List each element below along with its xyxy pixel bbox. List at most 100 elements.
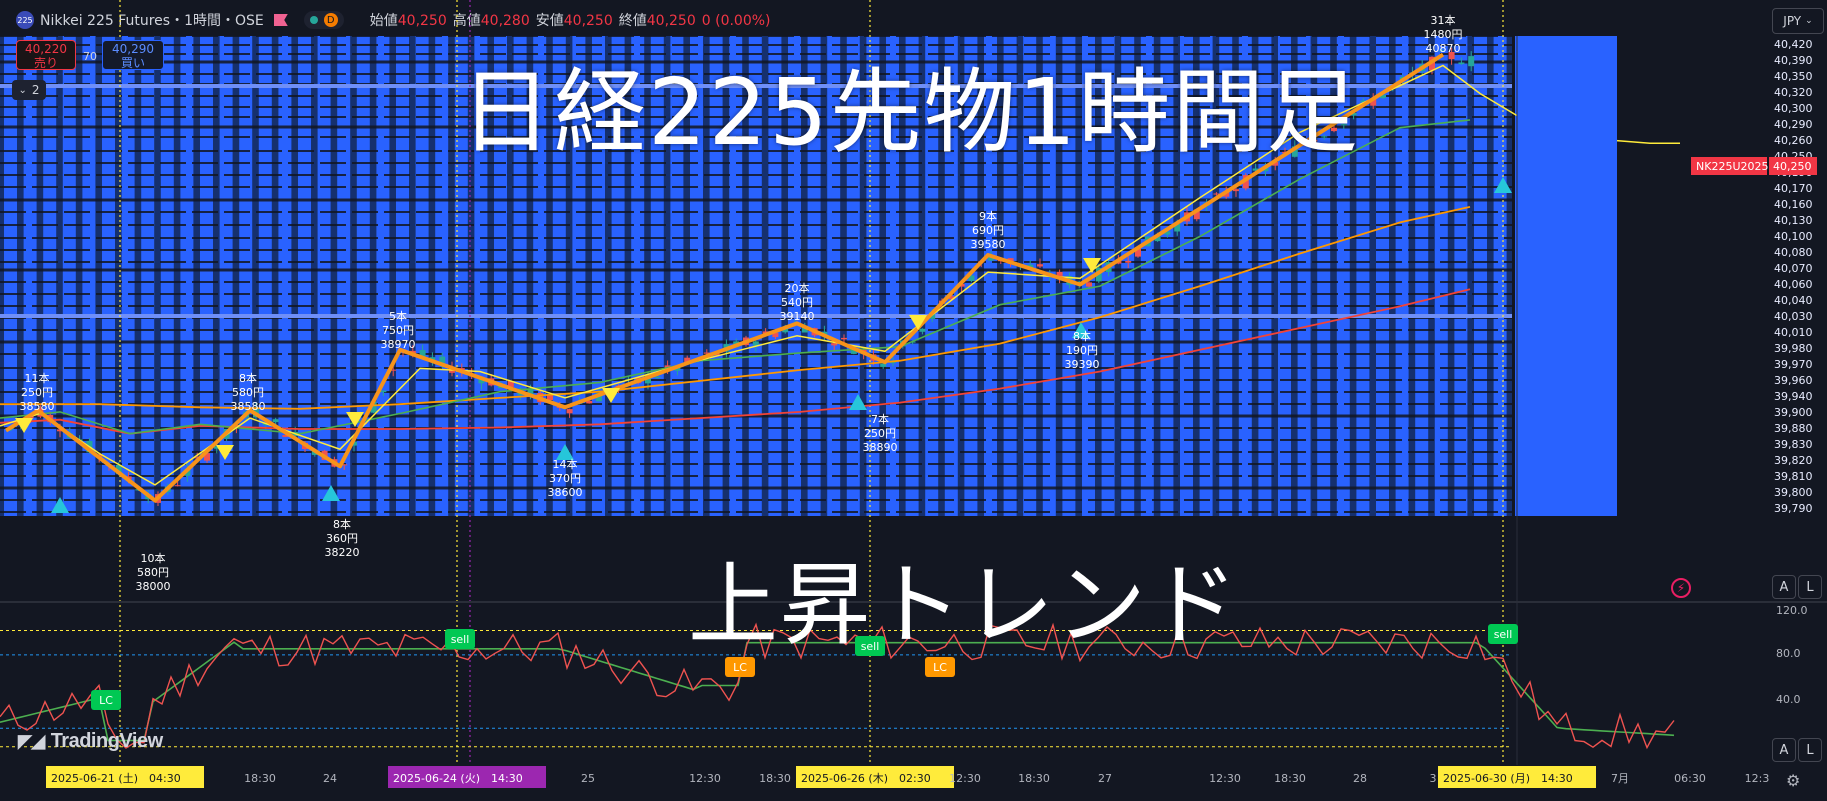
blue-band — [278, 36, 292, 516]
time-tick-label: 3 — [1430, 772, 1437, 785]
osc-tag-label: LC — [933, 661, 947, 674]
zigzag-label: 580円 — [232, 386, 264, 399]
sell-button[interactable]: 40,220 売り — [16, 40, 76, 70]
zigzag-label: 540円 — [781, 296, 813, 309]
blue-band — [298, 36, 311, 516]
candle-body — [1252, 168, 1259, 171]
price-tick-label: 40,010 — [1774, 326, 1813, 339]
blue-band — [160, 36, 174, 516]
candle-body — [1037, 264, 1043, 267]
symbol-logo-icon: 225 — [16, 11, 34, 29]
price-tick-label: 39,940 — [1774, 390, 1813, 403]
candle-body — [1370, 98, 1377, 106]
price-tick-label: 40,080 — [1774, 246, 1813, 259]
ohlc-key: 高値 — [452, 13, 481, 29]
blue-band — [141, 36, 155, 516]
time-tick-label: 12:30 — [689, 772, 721, 785]
candle-body — [409, 350, 416, 354]
time-highlight-label: 2025-06-26 (木) 02:30 — [801, 772, 931, 785]
blue-band — [670, 36, 684, 516]
zigzag-line — [4, 52, 1445, 503]
time-tick-label: 24 — [323, 772, 337, 785]
zigzag-label: 38580 — [20, 400, 55, 413]
osc-auto-scale-button[interactable]: A — [1772, 738, 1796, 762]
blue-band — [1160, 36, 1174, 516]
buy-label: 買い — [120, 56, 145, 70]
price-tick-label: 39,790 — [1774, 502, 1813, 515]
candle-body — [1311, 139, 1318, 142]
ohlc-key: 安値 — [535, 13, 564, 29]
currency-select[interactable]: JPY ⌄ — [1772, 8, 1824, 34]
time-highlight-bg — [46, 766, 204, 788]
sell-signal-icon — [346, 412, 364, 427]
candle-body — [919, 328, 926, 332]
candle-body — [57, 429, 63, 432]
price-tick-label: 40,100 — [1774, 230, 1813, 243]
candle-body — [370, 401, 377, 413]
price-tag-value-bg — [1769, 157, 1817, 175]
buy-button[interactable]: 40,290 買い — [102, 40, 164, 70]
price-tick-label: 40,040 — [1774, 294, 1813, 307]
price-tick-label: 40,160 — [1774, 198, 1813, 211]
candle-body — [782, 328, 789, 333]
lightning-icon[interactable]: ⚡ — [1671, 578, 1691, 598]
zigzag-label: 38600 — [548, 486, 583, 499]
blue-band — [788, 36, 801, 516]
buy-signal-icon — [322, 485, 340, 501]
candle-body — [654, 376, 661, 378]
time-highlight-bg — [1438, 766, 1596, 788]
price-tick-label: 40,350 — [1774, 70, 1813, 83]
candle-body — [841, 337, 847, 340]
blue-band — [650, 36, 664, 516]
sell-signal-icon — [602, 388, 620, 403]
auto-scale-button[interactable]: A — [1772, 575, 1796, 599]
osc-tag-bg — [1488, 624, 1518, 644]
osc-tag-bg — [445, 629, 475, 649]
blue-band — [4, 36, 17, 516]
log-scale-button[interactable]: L — [1798, 575, 1822, 599]
candle-body — [684, 357, 691, 363]
candle-body — [968, 275, 975, 281]
candle-body — [272, 419, 279, 423]
time-tick-label: 12:30 — [1209, 772, 1241, 785]
ohlc-value: 40,250 — [397, 13, 447, 29]
blue-band — [1003, 36, 1017, 516]
candle-body — [1331, 127, 1337, 132]
flag-icon[interactable] — [273, 14, 288, 26]
time-tick-label: 28 — [1353, 772, 1367, 785]
blue-band — [1434, 36, 1448, 516]
blue-band — [1415, 36, 1429, 516]
price-tag-value: 40,250 — [1773, 160, 1812, 173]
indicator-collapse-button[interactable]: ⌄ 2 — [12, 80, 46, 100]
ma-fast-line — [0, 64, 1680, 486]
zigzag-label: 11本 — [25, 371, 50, 385]
zigzag-label: 750円 — [382, 324, 414, 337]
price-tick-label: 39,970 — [1774, 358, 1813, 371]
sell-signal-icon — [1083, 258, 1101, 273]
ohlc-key: 始値 — [369, 13, 398, 29]
candle-body — [351, 441, 357, 446]
osc-tag-bg — [855, 636, 885, 656]
currency-label: JPY — [1783, 14, 1802, 28]
brand-text: TradingView — [50, 730, 163, 752]
symbol-title[interactable]: Nikkei 225 Futures・1時間・OSE — [40, 13, 264, 29]
tradingview-logo[interactable]: ◤◢ TradingView — [18, 730, 163, 753]
price-tick-label: 39,980 — [1774, 342, 1813, 355]
market-status[interactable]: D — [303, 11, 344, 29]
zigzag-label: 40870 — [1426, 42, 1461, 55]
osc-green-line — [0, 641, 1675, 742]
time-tick-label: 25 — [581, 772, 595, 785]
zigzag-label: 38970 — [381, 338, 416, 351]
blue-band — [1023, 36, 1037, 516]
price-tick-label: 40,070 — [1774, 262, 1813, 275]
zigzag-label: 39580 — [971, 238, 1006, 251]
chevron-down-icon: ⌄ — [18, 84, 27, 96]
price-tick-label: 39,960 — [1774, 374, 1813, 387]
candle-body — [429, 357, 436, 361]
osc-log-scale-button[interactable]: L — [1798, 738, 1822, 762]
blue-band — [768, 36, 782, 516]
sell-price: 40,220 — [25, 42, 67, 56]
time-highlight-label: 2025-06-30 (月) 14:30 — [1443, 772, 1573, 785]
gear-icon[interactable]: ⚙ — [1786, 771, 1801, 790]
